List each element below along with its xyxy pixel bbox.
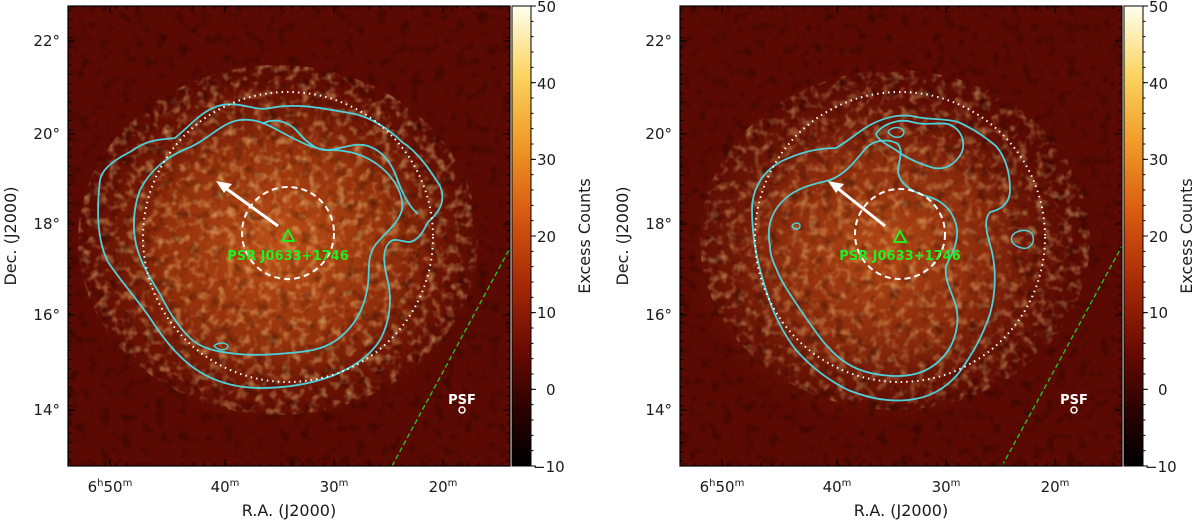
inner-contour — [767, 139, 959, 377]
inner-contour — [133, 118, 404, 356]
proper-motion-arrow — [835, 185, 886, 228]
colorbar-tick-50: 50 — [537, 0, 556, 16]
upper-contour-loop — [875, 119, 965, 170]
ra-tick-20m: 20m — [429, 478, 458, 496]
colorbar-tick-0: 0 — [546, 381, 556, 399]
plot-frame — [67, 5, 511, 467]
x-axis-label: R.A. (J2000) — [242, 501, 336, 520]
outer-dotted-circle — [754, 91, 1046, 383]
galactic-plane-line — [391, 247, 510, 466]
small-contour — [887, 126, 905, 138]
ra-tick-30m: 30m — [320, 478, 349, 496]
dec-tick-20: 20° — [33, 125, 60, 143]
colorbar-tick-40: 40 — [1149, 75, 1168, 93]
dec-tick-14: 14° — [33, 401, 60, 419]
colorbar-tick-40: 40 — [537, 75, 556, 93]
ra-tick-30m: 30m — [932, 478, 961, 496]
x-axis-label: R.A. (J2000) — [854, 501, 948, 520]
colorbar-tick-neg10: −10 — [1145, 458, 1177, 476]
left-panel: PSR J0633+1746 PSF 22° 20° 18° 16° 14° 6… — [1, 0, 594, 520]
outer-contour — [97, 103, 444, 389]
ra-tick-6h50m: 6h50m — [700, 478, 745, 496]
colorbar-ticks — [531, 5, 536, 467]
plot-frame — [679, 5, 1123, 467]
outer-contour — [751, 114, 1011, 402]
dec-tick-16: 16° — [33, 306, 60, 324]
small-contour — [1010, 229, 1034, 250]
colorbar-tick-10: 10 — [537, 304, 556, 322]
ra-tick-6h50m: 6h50m — [88, 478, 133, 496]
colorbar-tick-30: 30 — [1149, 151, 1168, 169]
small-contour — [212, 342, 229, 351]
colorbar-tick-20: 20 — [1149, 228, 1168, 246]
axis-ticks — [68, 6, 510, 466]
dec-tick-18: 18° — [33, 215, 60, 233]
colorbar-tick-20: 20 — [537, 228, 556, 246]
colorbar-tick-neg10: −10 — [533, 458, 565, 476]
psf-label: PSF — [1060, 393, 1088, 408]
colorbar-tick-0: 0 — [1158, 381, 1168, 399]
galactic-plane-line — [1001, 245, 1122, 466]
dec-tick-20: 20° — [645, 125, 672, 143]
right-panel: PSR J0633+1746 PSF 22° 20° 18° 16° 14° 6… — [613, 0, 1196, 520]
colorbar-label: Excess Counts — [575, 178, 594, 294]
colorbar-label: Excess Counts — [1177, 178, 1196, 294]
pulsar-marker — [280, 227, 296, 242]
dec-tick-18: 18° — [645, 215, 672, 233]
proper-motion-arrow — [223, 185, 279, 228]
inner-dashed-circle — [854, 188, 946, 280]
small-contour — [791, 222, 801, 230]
colorbar — [511, 5, 532, 467]
axis-ticks — [680, 6, 1122, 466]
y-axis-label: Dec. (J2000) — [613, 186, 632, 285]
psf-label: PSF — [448, 393, 476, 408]
y-axis-label: Dec. (J2000) — [1, 186, 20, 285]
arrow-head — [216, 181, 232, 193]
outer-dotted-circle — [142, 91, 434, 383]
dec-tick-22: 22° — [645, 32, 672, 50]
dec-tick-16: 16° — [645, 306, 672, 324]
dark-texture — [68, 6, 510, 466]
arrow-head — [828, 181, 844, 193]
pulsar-label: PSR J0633+1746 — [839, 249, 961, 264]
colorbar-tick-10: 10 — [1149, 304, 1168, 322]
psf-circle — [1070, 406, 1078, 414]
pulsar-label: PSR J0633+1746 — [227, 249, 349, 264]
inner-dashed-circle — [241, 186, 335, 280]
colorbar-tick-30: 30 — [537, 151, 556, 169]
colorbar-ticks — [1143, 5, 1148, 467]
ra-tick-40m: 40m — [823, 478, 852, 496]
dec-tick-14: 14° — [645, 401, 672, 419]
pulsar-marker — [892, 228, 908, 243]
colorbar — [1123, 5, 1144, 467]
psf-circle — [458, 406, 466, 414]
colorbar-tick-50: 50 — [1149, 0, 1168, 16]
dec-tick-22: 22° — [33, 32, 60, 50]
ra-tick-40m: 40m — [211, 478, 240, 496]
upper-contour-loop — [261, 119, 419, 215]
dark-texture — [680, 6, 1122, 466]
ra-tick-20m: 20m — [1041, 478, 1070, 496]
